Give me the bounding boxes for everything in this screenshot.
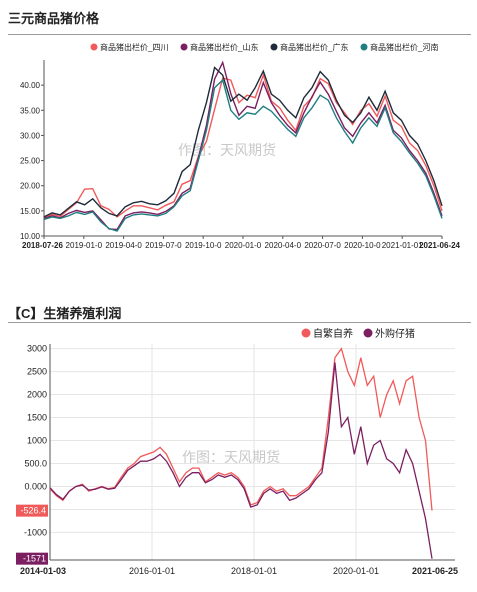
x-tick-label: 2020-10-0 <box>344 241 381 250</box>
x-tick-label: 2020-07-0 <box>304 241 341 250</box>
legend-marker-4 <box>360 43 368 51</box>
y-tick-label: 25.00 <box>20 157 41 166</box>
top-chart: 10.00 15.00 20.00 25.00 30.00 35.00 40.00 2018-… <box>20 42 461 250</box>
legend-marker-2 <box>363 328 373 338</box>
y-tick-label: 1000 <box>27 436 47 446</box>
legend-label-1: 商品猪出栏价_四川 <box>100 42 168 52</box>
legend-marker-1 <box>90 43 98 51</box>
y-tick-label: -1000 <box>24 527 47 537</box>
y-tick-label: 0.000 <box>24 481 47 491</box>
bottom-chart-title: 【C】生猪养殖利润 <box>8 306 122 321</box>
legend-marker-1 <box>301 328 311 338</box>
legend-label-2: 外购仔猪 <box>375 327 415 340</box>
y-tick-label: 3000 <box>27 344 47 354</box>
y-tick-label: 500.0 <box>24 458 47 468</box>
end-value-badge-2 <box>16 552 48 565</box>
legend-label-1: 自繁自养 <box>313 327 353 340</box>
y-tick-label: 40.00 <box>20 81 41 90</box>
x-tick-label: 2021-06-24 <box>419 241 460 250</box>
y-tick-label: 2500 <box>27 367 47 377</box>
x-tick-label: 2019-07-0 <box>145 241 182 250</box>
x-tick-label: 2014-01-03 <box>20 566 66 576</box>
bottom-chart: 30002500200015001000500.00.000-500.0-100… <box>16 327 458 576</box>
x-tick-label: 2019-04-0 <box>105 241 142 250</box>
x-tick-label: 2020-04-0 <box>265 241 302 250</box>
bottom-title-rule <box>8 322 471 323</box>
x-tick-label: 2019-01-0 <box>66 241 103 250</box>
end-value-badge-1 <box>16 504 48 517</box>
y-tick-label: 1500 <box>27 413 47 423</box>
y-tick-label: 20.00 <box>20 182 41 191</box>
series-line-4 <box>43 78 443 232</box>
x-tick-label: 2018-01-01 <box>231 566 277 576</box>
x-tick-label: 2020-01-0 <box>225 241 262 250</box>
end-value-label-1: -526.4 <box>20 506 46 516</box>
legend-marker-3 <box>270 43 278 51</box>
legend-label-4: 商品猪出栏价_河南 <box>370 42 438 52</box>
y-tick-label: 2000 <box>27 390 47 400</box>
x-tick-label: 2019-10-0 <box>185 241 222 250</box>
x-tick-label: 2016-01-01 <box>129 566 175 576</box>
x-tick-label: 2021-06-25 <box>412 566 458 576</box>
series-line-2 <box>49 362 433 559</box>
series-line-1 <box>43 72 443 220</box>
y-tick-label: 10.00 <box>20 232 41 241</box>
legend-marker-2 <box>180 43 188 51</box>
x-tick-label: 2021-01-01 <box>382 241 423 250</box>
legend-label-3: 商品猪出栏价_广东 <box>280 42 348 52</box>
x-tick-label: 2018-07-26 <box>22 241 63 250</box>
watermark: 作图：天风期货 <box>182 449 280 465</box>
series-line-3 <box>43 66 443 218</box>
end-value-label-2: -1571 <box>23 554 46 564</box>
top-title-rule <box>8 34 471 35</box>
series-line-1 <box>49 347 433 511</box>
y-tick-label: 30.00 <box>20 131 41 140</box>
legend-label-2: 商品猪出栏价_山东 <box>190 42 258 52</box>
top-chart-title: 三元商品猪价格 <box>8 11 100 26</box>
y-tick-label: 35.00 <box>20 106 41 115</box>
y-tick-label: 15.00 <box>20 207 41 216</box>
x-tick-label: 2020-01-01 <box>333 566 379 576</box>
